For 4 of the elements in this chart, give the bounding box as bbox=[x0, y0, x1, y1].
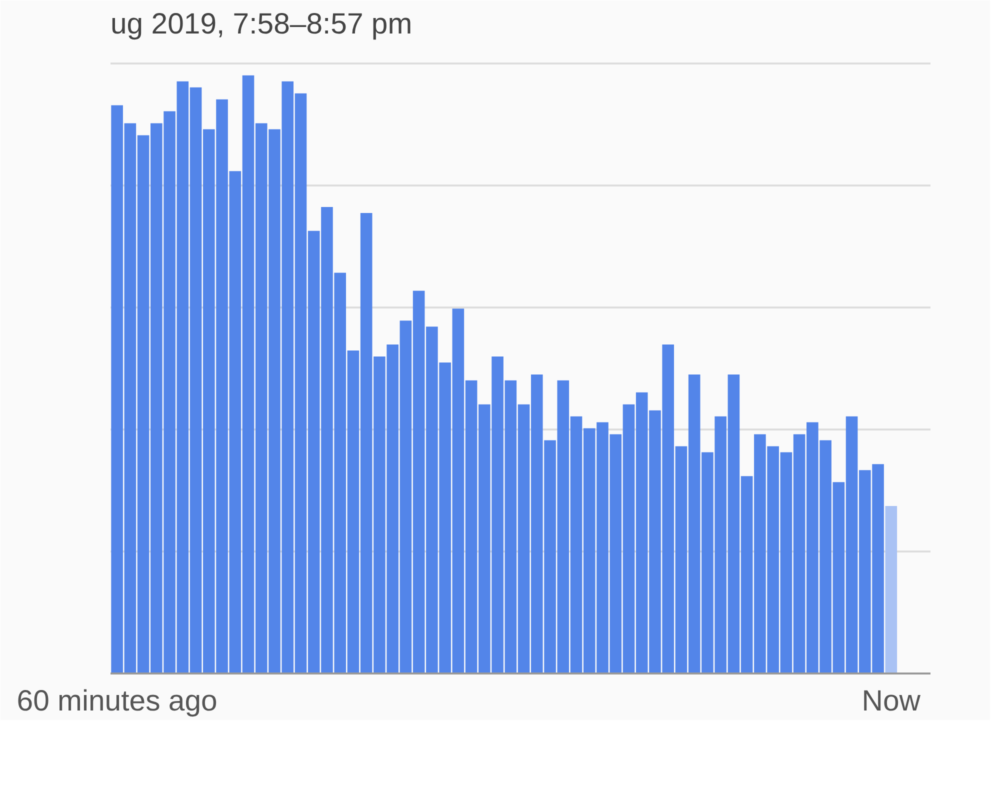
chart-title: ug 2019, 7:58–8:57 pm bbox=[110, 8, 412, 40]
x-tick-label: 60 minutes ago bbox=[16, 684, 218, 718]
x-tick-label: Now bbox=[862, 684, 922, 718]
bar bbox=[885, 506, 898, 674]
